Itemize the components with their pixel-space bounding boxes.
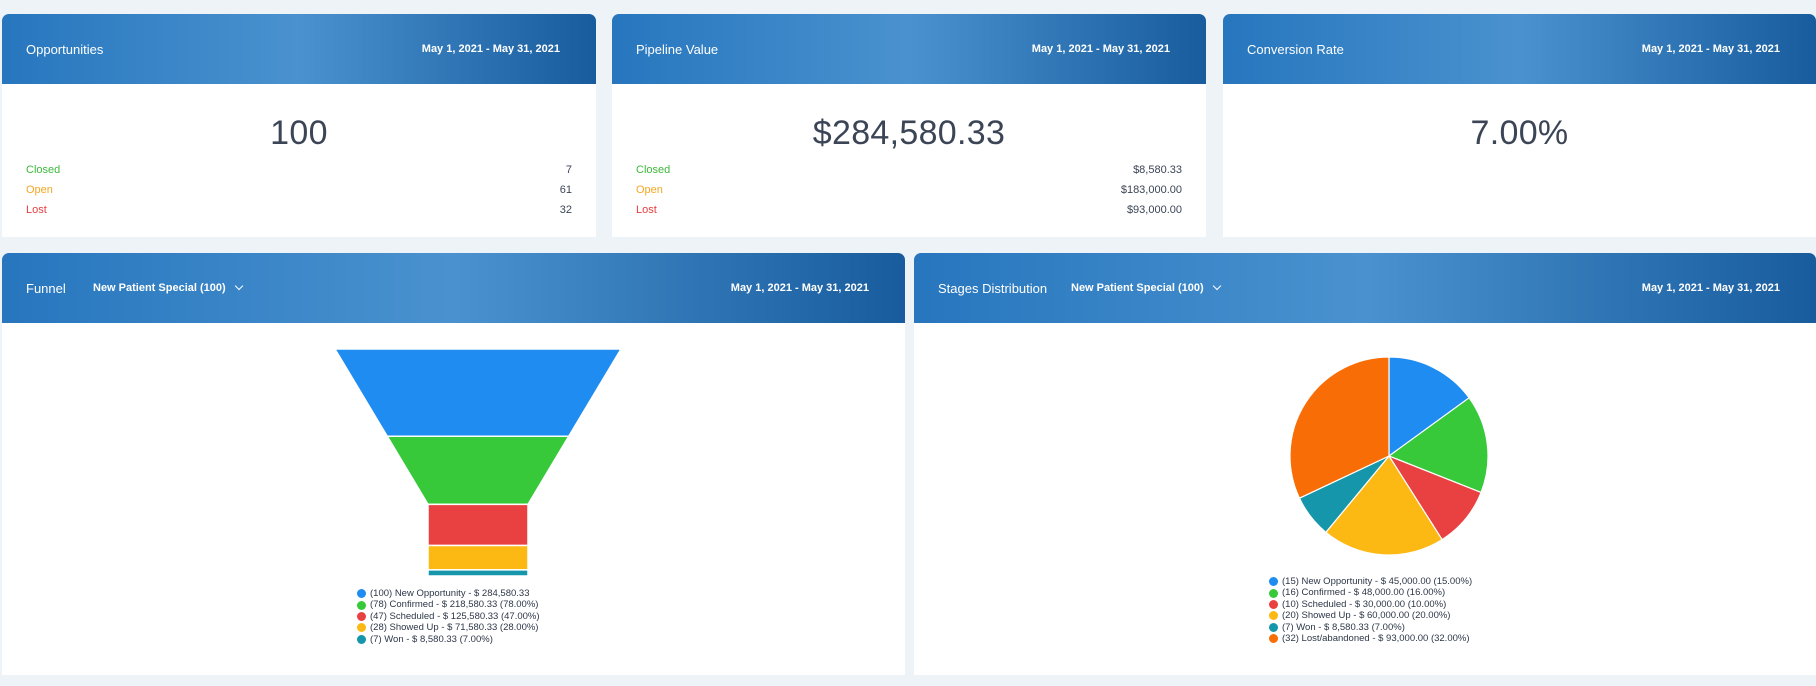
conversion-rate-header: Conversion Rate May 1, 2021 - May 31, 20… [1223, 14, 1816, 84]
funnel-segment-showed-up[interactable] [427, 544, 529, 571]
legend-dot-icon [1269, 588, 1278, 598]
stages-header: Stages Distribution New Patient Special … [914, 253, 1816, 323]
lost-value: $93,000.00 [1126, 204, 1182, 216]
stages-legend-item[interactable]: (32) Lost/abandoned - $ 93,000.00 (32.00… [1269, 633, 1472, 644]
legend-label: (47) Scheduled - $ 125,580.33 (47.00%) [370, 610, 540, 622]
pie-slice-showed-up[interactable] [1325, 454, 1443, 556]
funnel-legend: (100) New Opportunity - $ 284,580.33 (78)… [357, 588, 540, 645]
legend-dot-icon [1269, 611, 1278, 621]
pipeline-value-title: Pipeline Value [636, 41, 719, 57]
chevron-down-icon [234, 281, 243, 291]
pipeline-lost-row: Lost $93,000.00 [636, 204, 1182, 220]
legend-label: (28) Showed Up - $ 71,580.33 (28.00%) [370, 622, 539, 634]
chevron-down-icon [1212, 281, 1221, 291]
pipeline-value-total: $284,580.33 [812, 114, 1006, 152]
legend-label: (100) New Opportunity - $ 284,580.33 [370, 588, 530, 599]
funnel-legend-item[interactable]: (28) Showed Up - $ 71,580.33 (28.00%) [357, 622, 540, 633]
stages-date-range[interactable]: May 1, 2021 - May 31, 2021 [1641, 282, 1780, 294]
opportunities-card: Opportunities May 1, 2021 - May 31, 2021… [2, 14, 596, 237]
legend-dot-icon [1269, 622, 1278, 632]
funnel-segment-new-opportunity[interactable] [333, 348, 623, 438]
closed-label: Closed [636, 164, 671, 176]
funnel-header: Funnel New Patient Special (100) May 1, … [2, 253, 905, 323]
conversion-rate-card: Conversion Rate May 1, 2021 - May 31, 20… [1223, 14, 1816, 237]
legend-label: (7) Won - $ 8,580.33 (7.00%) [1282, 621, 1405, 633]
open-value: $183,000.00 [1120, 184, 1182, 196]
pipeline-closed-row: Closed $8,580.33 [636, 164, 1182, 180]
legend-dot-icon [1269, 634, 1278, 644]
closed-value: 7 [565, 164, 572, 176]
stages-pipeline-dropdown[interactable]: New Patient Special (100) [1071, 281, 1221, 294]
legend-dot-icon [357, 600, 366, 610]
legend-dot-icon [1269, 600, 1278, 610]
open-value: 61 [559, 184, 572, 196]
legend-label: (10) Scheduled - $ 30,000.00 (10.00%) [1282, 598, 1447, 610]
funnel-title: Funnel [26, 280, 66, 296]
open-label: Open [26, 184, 53, 196]
pipeline-value-header: Pipeline Value May 1, 2021 - May 31, 202… [612, 14, 1206, 84]
legend-dot-icon [357, 589, 366, 599]
pie-slice-new-opportunity[interactable] [1388, 356, 1470, 458]
funnel-segment-confirmed[interactable] [385, 435, 571, 506]
funnel-pipeline-select-label: New Patient Special (100) [93, 282, 226, 294]
funnel-legend-item[interactable]: (47) Scheduled - $ 125,580.33 (47.00%) [357, 611, 540, 622]
stages-legend-item[interactable]: (20) Showed Up - $ 60,000.00 (20.00%) [1269, 610, 1472, 621]
legend-label: (32) Lost/abandoned - $ 93,000.00 (32.00… [1282, 633, 1470, 645]
opportunities-open-row: Open 61 [26, 184, 572, 200]
open-label: Open [636, 184, 663, 196]
pipeline-value-card: Pipeline Value May 1, 2021 - May 31, 202… [612, 14, 1206, 237]
legend-dot-icon [357, 612, 366, 622]
lost-value: 32 [559, 204, 572, 216]
opportunities-header: Opportunities May 1, 2021 - May 31, 2021 [2, 14, 596, 84]
funnel-segment-scheduled[interactable] [427, 503, 529, 547]
funnel-legend-item[interactable]: (78) Confirmed - $ 218,580.33 (78.00%) [357, 599, 540, 610]
funnel-legend-item[interactable]: (7) Won - $ 8,580.33 (7.00%) [357, 634, 540, 645]
funnel-card: Funnel New Patient Special (100) May 1, … [2, 253, 905, 675]
legend-label: (78) Confirmed - $ 218,580.33 (78.00%) [370, 599, 539, 611]
stages-legend-item[interactable]: (15) New Opportunity - $ 45,000.00 (15.0… [1269, 576, 1472, 587]
stages-legend-item[interactable]: (16) Confirmed - $ 48,000.00 (16.00%) [1269, 587, 1472, 598]
pipeline-open-row: Open $183,000.00 [636, 184, 1182, 200]
opportunities-title: Opportunities [26, 41, 104, 57]
legend-label: (16) Confirmed - $ 48,000.00 (16.00%) [1282, 587, 1446, 599]
funnel-legend-item[interactable]: (100) New Opportunity - $ 284,580.33 [357, 588, 540, 599]
legend-label: (7) Won - $ 8,580.33 (7.00%) [370, 633, 493, 645]
legend-label: (15) New Opportunity - $ 45,000.00 (15.0… [1282, 576, 1473, 587]
lost-label: Lost [636, 204, 657, 216]
stages-legend-item[interactable]: (7) Won - $ 8,580.33 (7.00%) [1269, 622, 1472, 633]
stages-title: Stages Distribution [938, 280, 1048, 296]
pie-slice-lost-abandoned[interactable] [1289, 356, 1390, 499]
stages-pie-chart [1289, 356, 1489, 556]
pie-slice-confirmed[interactable] [1387, 396, 1489, 494]
stages-legend-item[interactable]: (10) Scheduled - $ 30,000.00 (10.00%) [1269, 599, 1472, 610]
closed-label: Closed [26, 164, 61, 176]
stages-distribution-card: Stages Distribution New Patient Special … [914, 253, 1816, 675]
funnel-pipeline-dropdown[interactable]: New Patient Special (100) [93, 281, 243, 294]
pipeline-value-date-range[interactable]: May 1, 2021 - May 31, 2021 [1031, 43, 1170, 55]
legend-dot-icon [357, 623, 366, 633]
legend-label: (20) Showed Up - $ 60,000.00 (20.00%) [1282, 610, 1451, 622]
opportunities-lost-row: Lost 32 [26, 204, 572, 220]
funnel-segment-won[interactable] [427, 569, 529, 577]
legend-dot-icon [357, 634, 366, 644]
conversion-rate-date-range[interactable]: May 1, 2021 - May 31, 2021 [1641, 43, 1780, 55]
funnel-chart [333, 348, 623, 577]
opportunities-closed-row: Closed 7 [26, 164, 572, 180]
stages-pipeline-select-label: New Patient Special (100) [1071, 282, 1204, 294]
opportunities-total: 100 [270, 114, 328, 152]
legend-dot-icon [1269, 577, 1278, 587]
closed-value: $8,580.33 [1133, 164, 1182, 176]
lost-label: Lost [26, 204, 47, 216]
opportunities-date-range[interactable]: May 1, 2021 - May 31, 2021 [421, 43, 560, 55]
funnel-date-range[interactable]: May 1, 2021 - May 31, 2021 [730, 282, 869, 294]
stages-legend: (15) New Opportunity - $ 45,000.00 (15.0… [1269, 576, 1472, 644]
conversion-rate-value: 7.00% [1470, 114, 1569, 152]
conversion-rate-title: Conversion Rate [1247, 41, 1344, 57]
